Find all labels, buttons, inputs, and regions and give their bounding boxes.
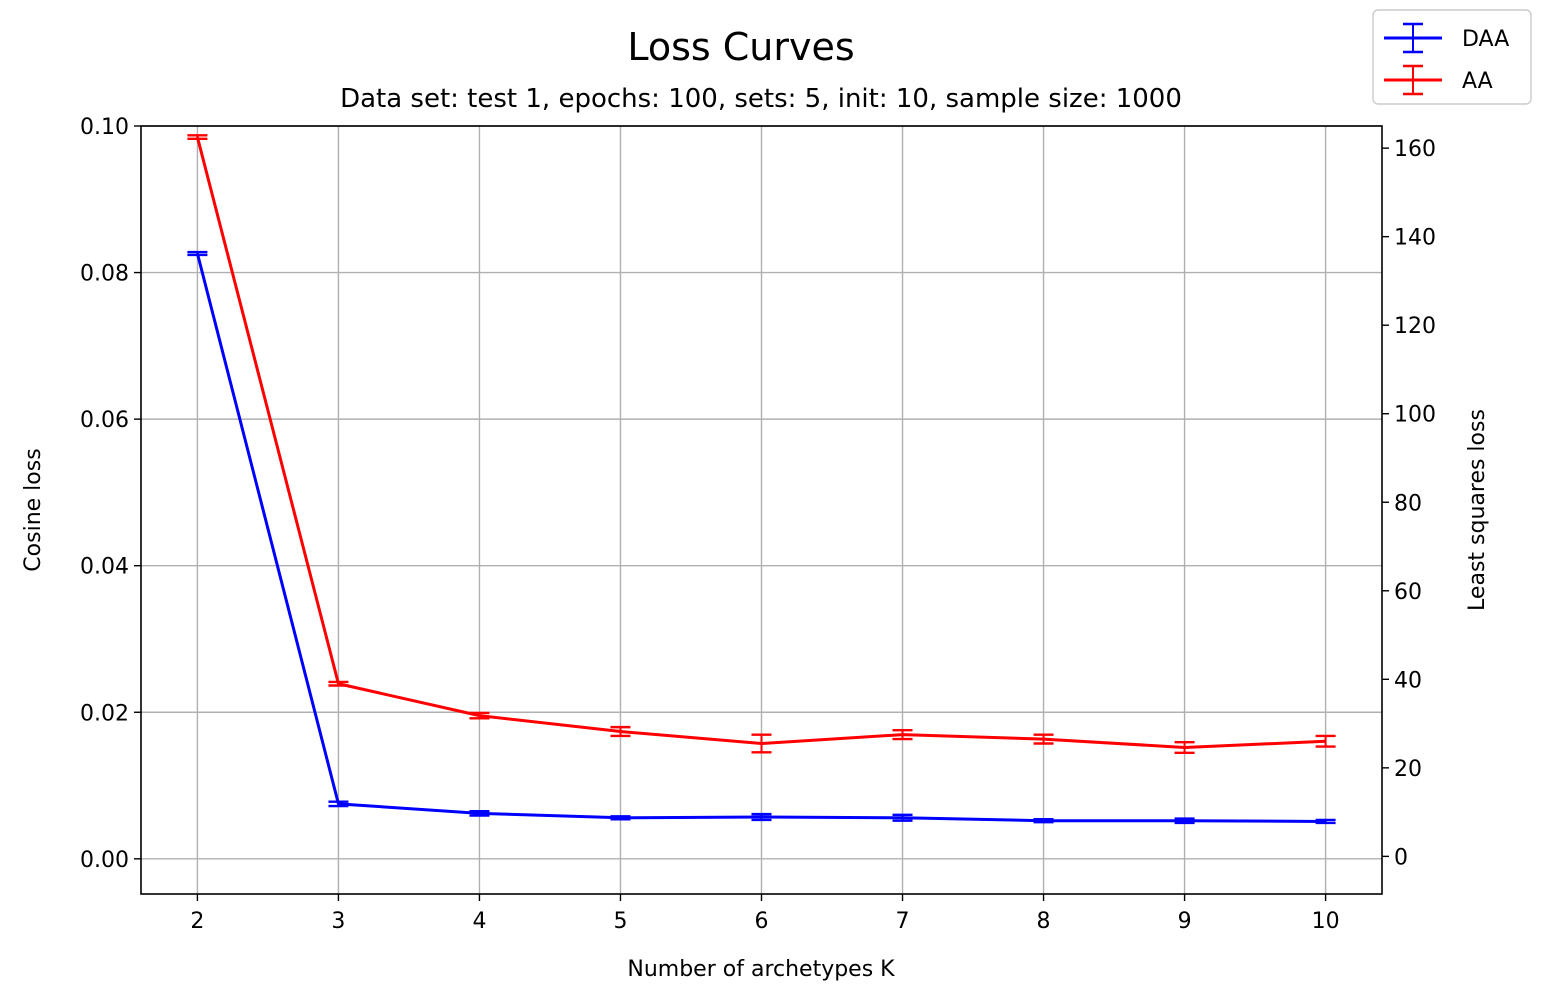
error-bar-daa <box>1033 818 1054 824</box>
left-y-axis-label: Cosine loss <box>21 448 46 571</box>
legend-entry-aa: AA <box>1384 64 1493 96</box>
right-y-tick-label: 140 <box>1394 226 1436 251</box>
left-y-tick-label: 0.06 <box>80 408 129 433</box>
legend-entry-daa: DAA <box>1384 22 1509 54</box>
left-y-tick-label: 0.00 <box>80 848 129 873</box>
grid-lines <box>141 125 1382 894</box>
error-bar-daa <box>1315 818 1336 825</box>
x-tick-label: 10 <box>1312 909 1340 934</box>
error-bar-aa <box>751 733 772 754</box>
chart-subtitle: Data set: test 1, epochs: 100, sets: 5, … <box>340 84 1182 114</box>
right-y-tick-label: 40 <box>1394 668 1422 693</box>
left-y-tick-label: 0.10 <box>80 115 129 140</box>
chart-title: Loss Curves <box>627 25 854 69</box>
right-y-tick-label: 0 <box>1394 845 1408 870</box>
left-y-tick-label: 0.08 <box>80 262 129 287</box>
left-y-tick-label: 0.02 <box>80 701 129 726</box>
error-bar-aa <box>469 711 490 720</box>
error-bar-aa <box>1174 740 1195 754</box>
series-layer <box>187 134 1336 825</box>
error-bar-aa <box>610 725 631 738</box>
right-y-tick-label: 80 <box>1394 491 1422 516</box>
series-daa <box>187 250 1336 825</box>
error-bar-daa <box>610 815 631 821</box>
right-y-tick-label: 20 <box>1394 757 1422 782</box>
legend-label-daa: DAA <box>1462 27 1509 52</box>
error-bar-aa <box>892 729 913 741</box>
legend-label-aa: AA <box>1462 69 1493 94</box>
right-y-axis-label: Least squares loss <box>1465 409 1490 611</box>
error-bar-daa <box>892 813 913 822</box>
x-tick-label: 8 <box>1037 909 1051 934</box>
left-y-tick-label: 0.04 <box>80 555 129 580</box>
right-y-tick-label: 160 <box>1394 137 1436 162</box>
x-tick-label: 9 <box>1178 909 1192 934</box>
error-bar-daa <box>328 800 349 808</box>
error-bar-aa <box>1033 733 1054 745</box>
x-tick-label: 4 <box>472 909 486 934</box>
x-tick-label: 2 <box>190 909 204 934</box>
right-y-axis-ticks: 0 20 40 60 80 100 120 140 160 <box>1382 137 1436 870</box>
error-bar-daa <box>187 250 208 257</box>
error-bar-aa <box>328 680 349 687</box>
error-bar-aa <box>1315 734 1336 748</box>
x-tick-label: 6 <box>755 909 769 934</box>
x-axis-label: Number of archetypes K <box>627 957 895 982</box>
legend: DAA AA <box>1372 9 1532 105</box>
error-bar-aa <box>187 134 208 141</box>
x-tick-label: 7 <box>896 909 910 934</box>
x-tick-label: 3 <box>331 909 345 934</box>
error-bar-daa <box>751 812 772 822</box>
right-y-tick-label: 120 <box>1394 314 1436 339</box>
x-tick-label: 5 <box>613 909 627 934</box>
legend-box <box>1372 9 1532 105</box>
right-y-tick-label: 60 <box>1394 580 1422 605</box>
series-aa <box>187 134 1336 754</box>
right-y-tick-label: 100 <box>1394 403 1436 428</box>
error-bar-daa <box>1174 817 1195 825</box>
x-axis-ticks: 2 3 4 5 6 7 8 9 10 <box>190 894 1340 934</box>
error-bar-daa <box>469 809 490 817</box>
left-y-axis-ticks: 0.00 0.02 0.04 0.06 0.08 0.10 <box>80 115 141 873</box>
